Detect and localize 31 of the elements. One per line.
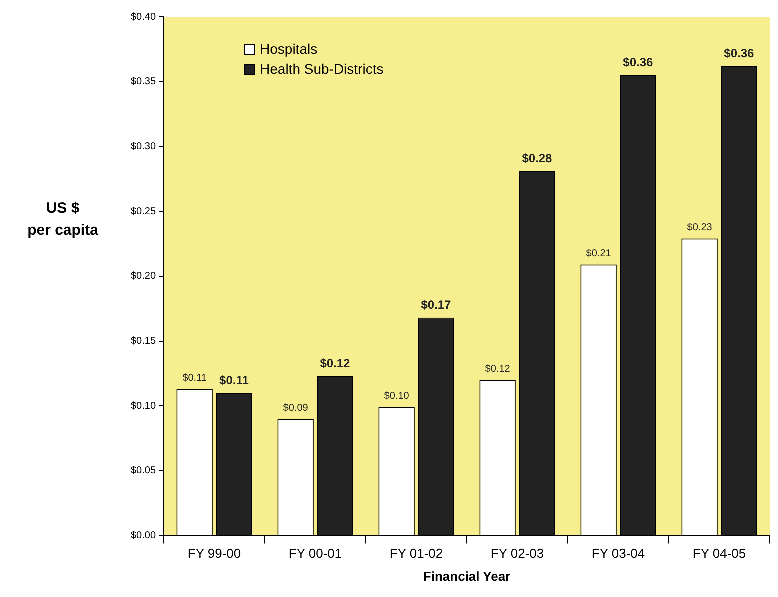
data-label: $0.12 <box>485 364 511 375</box>
data-label: $0.17 <box>421 298 452 312</box>
legend-label: Health Sub-Districts <box>260 60 384 79</box>
y-tick-label: $0.35 <box>130 76 156 88</box>
data-label: $0.28 <box>522 152 553 166</box>
x-axis-title: Financial Year <box>423 568 511 584</box>
x-tick-label: FY 03-04 <box>592 546 646 562</box>
data-label: $0.23 <box>687 222 713 234</box>
y-tick-label: $0.15 <box>130 336 156 347</box>
y-tick-label: $0.40 <box>130 12 156 23</box>
y-tick-label: $0.10 <box>130 400 156 412</box>
x-tick-label: FY 04-05 <box>692 546 746 562</box>
x-tick-label: FY 01-02 <box>390 546 444 562</box>
y-axis-title: US $ per capita <box>26 199 100 241</box>
y-tick-label: $0.20 <box>130 271 156 282</box>
data-label: $0.21 <box>586 248 612 260</box>
x-tick-label: FY 02-03 <box>490 546 544 562</box>
data-label: $0.36 <box>623 56 654 70</box>
data-label: $0.10 <box>384 391 410 402</box>
data-label: $0.11 <box>220 373 250 388</box>
y-tick-label: $0.00 <box>130 530 156 542</box>
x-tick-label: FY 99-00 <box>188 546 242 562</box>
y-tick-label: $0.30 <box>130 141 156 152</box>
data-label: $0.11 <box>182 372 208 384</box>
data-label: $0.36 <box>724 46 755 61</box>
x-tick-label: FY 00-01 <box>288 546 342 562</box>
data-label: $0.09 <box>283 402 309 414</box>
legend-label: Hospitals <box>260 40 318 59</box>
y-tick-label: $0.25 <box>130 206 156 218</box>
data-label: $0.12 <box>320 356 351 371</box>
y-tick-label: $0.05 <box>130 466 156 477</box>
